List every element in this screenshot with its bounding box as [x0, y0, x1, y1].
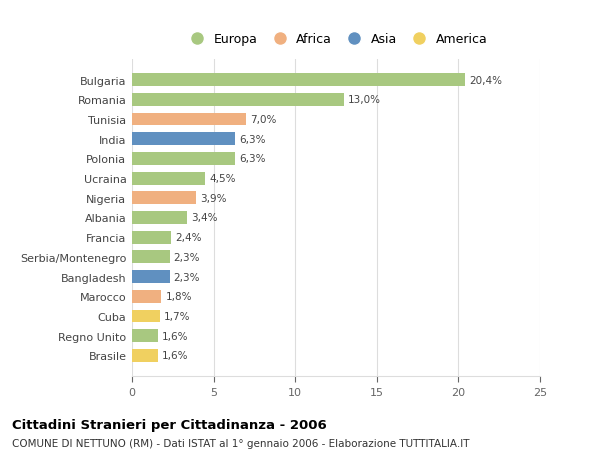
Text: 3,9%: 3,9% — [200, 193, 226, 203]
Text: 2,4%: 2,4% — [175, 233, 202, 243]
Bar — [132, 349, 158, 362]
Text: 1,7%: 1,7% — [164, 311, 190, 321]
Text: 2,3%: 2,3% — [173, 272, 200, 282]
Bar — [132, 74, 465, 87]
Text: 6,3%: 6,3% — [239, 134, 265, 145]
Bar — [132, 271, 170, 283]
Bar — [132, 231, 171, 244]
Bar — [132, 153, 235, 165]
Bar — [132, 192, 196, 205]
Bar — [132, 94, 344, 106]
Bar — [132, 113, 246, 126]
Text: 1,6%: 1,6% — [162, 351, 188, 361]
Bar — [132, 251, 170, 264]
Text: 4,5%: 4,5% — [209, 174, 236, 184]
Text: 13,0%: 13,0% — [348, 95, 381, 105]
Bar — [132, 212, 187, 224]
Text: Cittadini Stranieri per Cittadinanza - 2006: Cittadini Stranieri per Cittadinanza - 2… — [12, 418, 327, 431]
Bar — [132, 133, 235, 146]
Bar — [132, 172, 205, 185]
Text: 20,4%: 20,4% — [469, 75, 502, 85]
Bar — [132, 330, 158, 342]
Text: 2,3%: 2,3% — [173, 252, 200, 263]
Legend: Europa, Africa, Asia, America: Europa, Africa, Asia, America — [179, 28, 493, 51]
Text: 1,6%: 1,6% — [162, 331, 188, 341]
Bar — [132, 290, 161, 303]
Text: 1,8%: 1,8% — [166, 291, 192, 302]
Text: 6,3%: 6,3% — [239, 154, 265, 164]
Text: 7,0%: 7,0% — [250, 115, 277, 125]
Text: COMUNE DI NETTUNO (RM) - Dati ISTAT al 1° gennaio 2006 - Elaborazione TUTTITALIA: COMUNE DI NETTUNO (RM) - Dati ISTAT al 1… — [12, 438, 470, 448]
Text: 3,4%: 3,4% — [191, 213, 218, 223]
Bar — [132, 310, 160, 323]
